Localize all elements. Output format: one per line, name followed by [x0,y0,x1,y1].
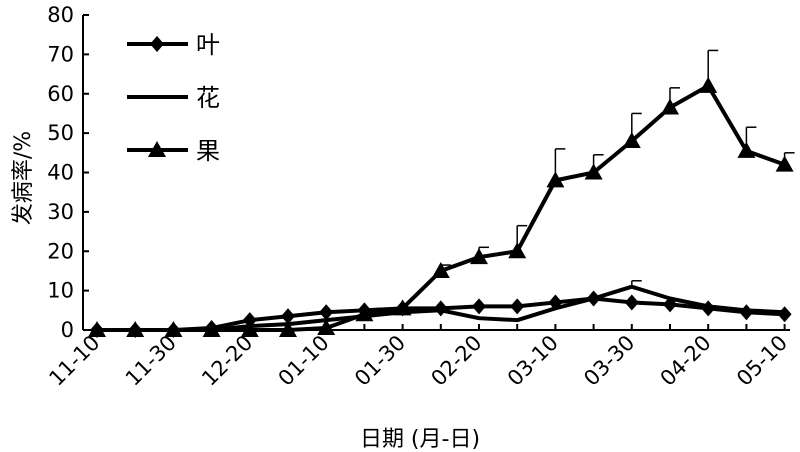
data-point [126,321,145,337]
data-point [699,76,718,93]
data-point [622,132,641,148]
data-point [472,298,486,315]
legend: 叶花果 [127,31,220,165]
y-tick-label: 40 [47,161,74,185]
x-tick-label: 01-10 [274,331,334,391]
y-axis-ticks: 0 10 20 30 40 50 60 70 80 [47,3,89,342]
x-tick-label: 03-10 [503,331,563,391]
data-point [202,321,221,337]
x-tick-label: 11-10 [44,331,104,391]
data-point [317,319,336,336]
data-point [546,171,565,188]
x-tick-label: 04-20 [656,331,716,391]
series-lines [88,76,794,338]
y-axis-title: 发病率/% [11,131,36,225]
data-point [584,163,603,180]
x-tick-label: 05-10 [732,331,792,391]
x-tick-label: 12-20 [197,331,257,391]
legend-marker [150,36,164,52]
data-point [508,242,527,259]
axes [82,15,790,331]
series-line-2 [97,284,785,332]
legend-label: 果 [196,137,220,165]
x-tick-label: 02-20 [426,331,486,391]
y-tick-label: 60 [47,82,74,106]
x-tick-label: 03-30 [579,331,639,391]
legend-marker [148,141,166,157]
y-tick-label: 50 [47,121,74,145]
data-point [240,321,259,337]
data-point [319,304,334,321]
data-point [661,98,679,115]
error-bars [440,49,795,287]
data-point [624,294,639,311]
data-point [775,155,794,172]
data-point [281,308,295,325]
data-point [393,299,412,316]
x-tick-label: 11-30 [121,331,181,391]
y-tick-label: 0 [61,318,74,342]
data-point [164,321,183,337]
x-axis-title: 日期 (月-日) [360,427,480,452]
y-tick-label: 30 [47,200,74,224]
y-tick-label: 20 [47,239,74,263]
y-tick-label: 80 [47,3,74,27]
data-point [470,248,488,265]
data-point [279,321,297,337]
legend-label: 花 [196,84,220,112]
x-axis-ticks: 11-10 11-30 12-20 01-10 01-30 02-20 03-10 03-30… [44,324,792,391]
data-point [510,298,525,315]
y-tick-label: 10 [47,279,74,303]
x-tick-label: 01-30 [350,331,410,391]
data-point [431,261,450,278]
legend-label: 叶 [196,31,220,59]
data-point [355,305,374,322]
data-point [737,141,756,158]
data-point [88,321,106,337]
y-tick-label: 70 [47,42,74,66]
series-line-3 [97,83,786,332]
data-point [777,306,792,323]
